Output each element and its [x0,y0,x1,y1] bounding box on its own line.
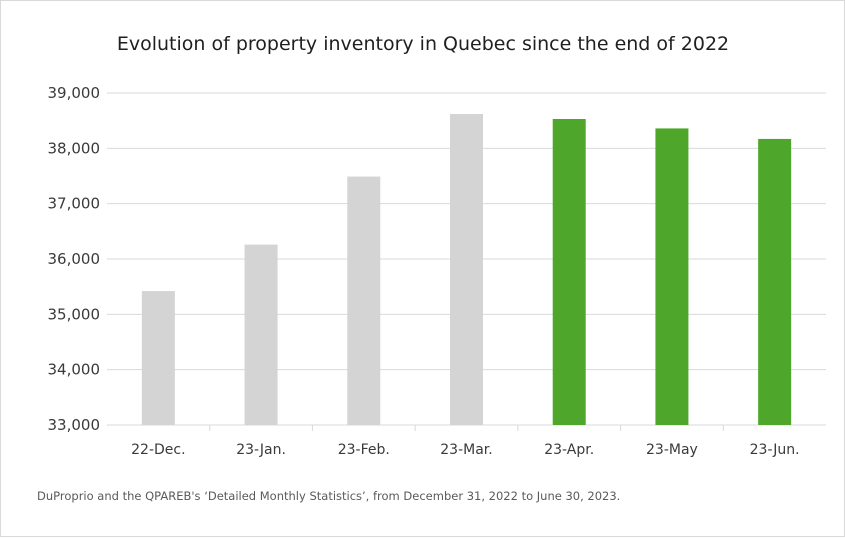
bar [450,114,483,425]
bar [552,119,586,426]
y-tick-label: 33,000 [48,416,101,434]
bars [141,114,792,426]
x-tick-label: 23-Mar. [440,442,492,458]
x-tick-label: 23-Jun. [750,442,800,458]
y-tick-label: 37,000 [48,195,101,213]
bar [244,244,278,425]
bar [655,128,689,425]
x-tick-label: 23-Apr. [544,442,594,458]
x-tick-label: 23-Jan. [236,442,286,458]
x-tick-label: 22-Dec. [131,442,185,458]
y-tick-label: 39,000 [48,84,101,102]
y-tick-label: 36,000 [48,250,101,268]
source-note: DuProprio and the QPAREB's ‘Detailed Mon… [37,489,620,503]
bar [347,176,381,425]
chart-title: Evolution of property inventory in Quebe… [117,33,729,55]
bar [141,291,175,425]
x-tick-label: 23-May [646,442,698,458]
y-tick-label: 34,000 [48,361,101,379]
bar [758,138,792,425]
y-axis: 33,000 34,000 35,000 36,000 37,000 38,000 39,0… [48,84,101,434]
y-tick-label: 35,000 [48,305,101,323]
x-axis: 22-Dec. 23-Jan. 23-Feb. 23-Mar. 23-Apr. 23-Ma… [131,425,800,458]
x-tick-label: 23-Feb. [338,442,390,458]
y-tick-label: 38,000 [48,139,101,157]
